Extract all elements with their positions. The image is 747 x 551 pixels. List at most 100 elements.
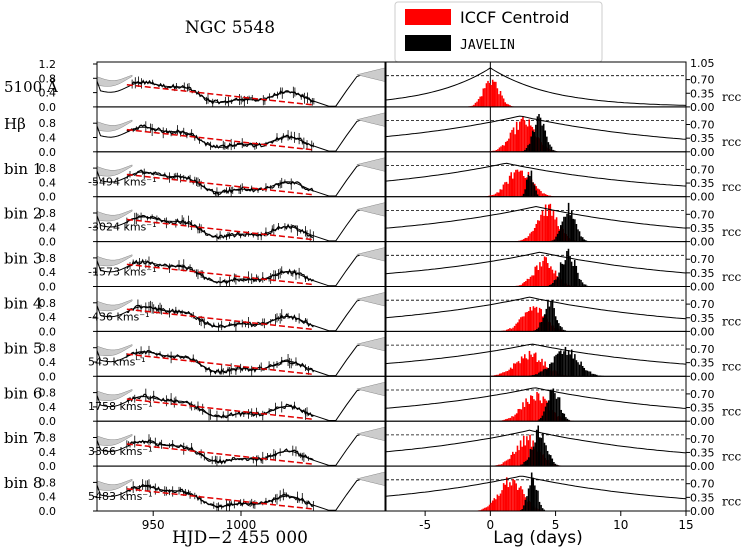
- iccf-centroid-bar: [495, 150, 498, 152]
- iccf-centroid-bar: [521, 170, 523, 197]
- ccf-curve: [385, 205, 687, 229]
- javelin-bar: [545, 308, 548, 332]
- iccf-centroid-bar: [519, 408, 521, 422]
- iccf-centroid-bar: [512, 127, 515, 152]
- trend-line: [126, 263, 315, 286]
- iccf-centroid-bar: [498, 373, 501, 377]
- javelin-bar: [552, 149, 554, 152]
- iccf-centroid-bar: [515, 121, 518, 152]
- model-uncertainty-band: [356, 112, 386, 127]
- javelin-bar: [570, 261, 573, 287]
- javelin-bar: [561, 412, 564, 422]
- y-tick-label: 0.0: [39, 325, 57, 338]
- iccf-centroid-bar: [513, 363, 515, 377]
- ccf-curve: [385, 162, 687, 187]
- iccf-centroid-bar: [514, 414, 516, 422]
- iccf-centroid-bar: [480, 96, 483, 107]
- javelin-bar: [529, 176, 531, 197]
- javelin-bar: [553, 461, 555, 467]
- velocity-label: -436 kms⁻¹: [88, 310, 150, 323]
- javelin-bar: [550, 362, 553, 377]
- iccf-centroid-bar: [484, 88, 486, 107]
- javelin-bar: [558, 230, 560, 242]
- ccf-curve: [385, 429, 687, 454]
- iccf-centroid-bar: [521, 239, 523, 242]
- iccf-centroid-bar: [502, 483, 505, 511]
- javelin-bar: [558, 351, 560, 377]
- iccf-centroid-bar: [536, 265, 538, 287]
- iccf-centroid-bar: [480, 509, 483, 511]
- javelin-bar: [549, 455, 552, 467]
- javelin-bar: [527, 488, 530, 511]
- javelin-bar: [555, 236, 557, 242]
- iccf-centroid-bar: [540, 266, 543, 287]
- javelin-bar: [539, 117, 542, 152]
- iccf-centroid-bar: [477, 99, 480, 107]
- javelin-bar: [556, 353, 559, 377]
- iccf-centroid-bar: [488, 82, 491, 107]
- iccf-centroid-bar: [496, 494, 499, 511]
- iccf-centroid-bar: [507, 183, 509, 197]
- javelin-bar: [538, 419, 541, 422]
- javelin-bar: [570, 210, 573, 242]
- light-curve-panel: Hβ 0.00.4 0.8: [4, 106, 386, 159]
- rcc-axis-label: rcc: [722, 180, 741, 194]
- javelin-bar: [523, 505, 525, 511]
- iccf-centroid-bar: [522, 358, 524, 377]
- iccf-centroid-bar: [517, 409, 520, 422]
- model-uncertainty-band: [356, 471, 386, 487]
- iccf-centroid-bar: [504, 461, 506, 467]
- rcc-tick-label: 0.35: [690, 132, 715, 145]
- iccf-centroid-bar: [519, 240, 522, 242]
- iccf-centroid-bar: [539, 262, 541, 287]
- iccf-centroid-bar: [521, 489, 524, 511]
- rcc-tick-label: 0.00: [690, 460, 715, 473]
- javelin-bar: [539, 437, 541, 467]
- javelin-bar: [562, 329, 565, 332]
- iccf-centroid-bar: [531, 356, 534, 377]
- javelin-bar: [526, 496, 528, 511]
- javelin-bar: [578, 364, 581, 377]
- javelin-bar: [541, 371, 543, 377]
- javelin-bar: [551, 390, 553, 422]
- iccf-centroid-bar: [538, 360, 540, 377]
- iccf-centroid-bar: [525, 398, 527, 422]
- javelin-bar: [569, 255, 571, 287]
- iccf-centroid-bar: [501, 189, 503, 197]
- rcc-tick-label: 0.35: [690, 491, 715, 504]
- light-curve: [126, 258, 314, 285]
- iccf-centroid-bar: [534, 352, 537, 377]
- x-tick-label: 5: [552, 518, 560, 532]
- light-curve: [126, 483, 314, 509]
- iccf-centroid-bar: [514, 134, 516, 152]
- x-tick-label: 10: [613, 518, 628, 532]
- javelin-bar: [533, 374, 535, 377]
- iccf-centroid-bar: [474, 102, 477, 107]
- light-curve-panel: bin 3 -1573 kms⁻¹ 0.0 0.40.8: [4, 241, 386, 294]
- javelin-bar: [531, 375, 534, 377]
- rcc-axis-label: rcc: [722, 270, 741, 284]
- row-label: 5100 Å: [4, 78, 58, 96]
- iccf-centroid-bar: [521, 283, 524, 287]
- y-tick-label: 0.8: [39, 297, 57, 310]
- model-uncertainty-band: [96, 344, 133, 357]
- javelin-bar: [522, 193, 525, 197]
- iccf-centroid-bar: [514, 363, 517, 377]
- rcc-axis-label: rcc: [722, 315, 741, 329]
- iccf-centroid-bar: [526, 237, 528, 242]
- javelin-bar: [580, 279, 582, 287]
- iccf-centroid-bar: [519, 121, 521, 152]
- rcc-tick-label: 0.70: [690, 478, 715, 491]
- iccf-centroid-bar: [485, 507, 488, 511]
- javelin-bar: [524, 189, 526, 197]
- iccf-centroid-bar: [498, 147, 501, 152]
- javelin-bar: [540, 437, 543, 467]
- iccf-centroid-bar: [516, 445, 519, 467]
- iccf-centroid-bar: [530, 231, 533, 242]
- javelin-bar: [564, 260, 567, 287]
- iccf-centroid-bar: [512, 327, 514, 332]
- iccf-centroid-bar: [529, 276, 532, 287]
- iccf-centroid-bar: [532, 275, 535, 287]
- model-uncertainty-band: [96, 209, 133, 222]
- javelin-bar: [527, 145, 529, 152]
